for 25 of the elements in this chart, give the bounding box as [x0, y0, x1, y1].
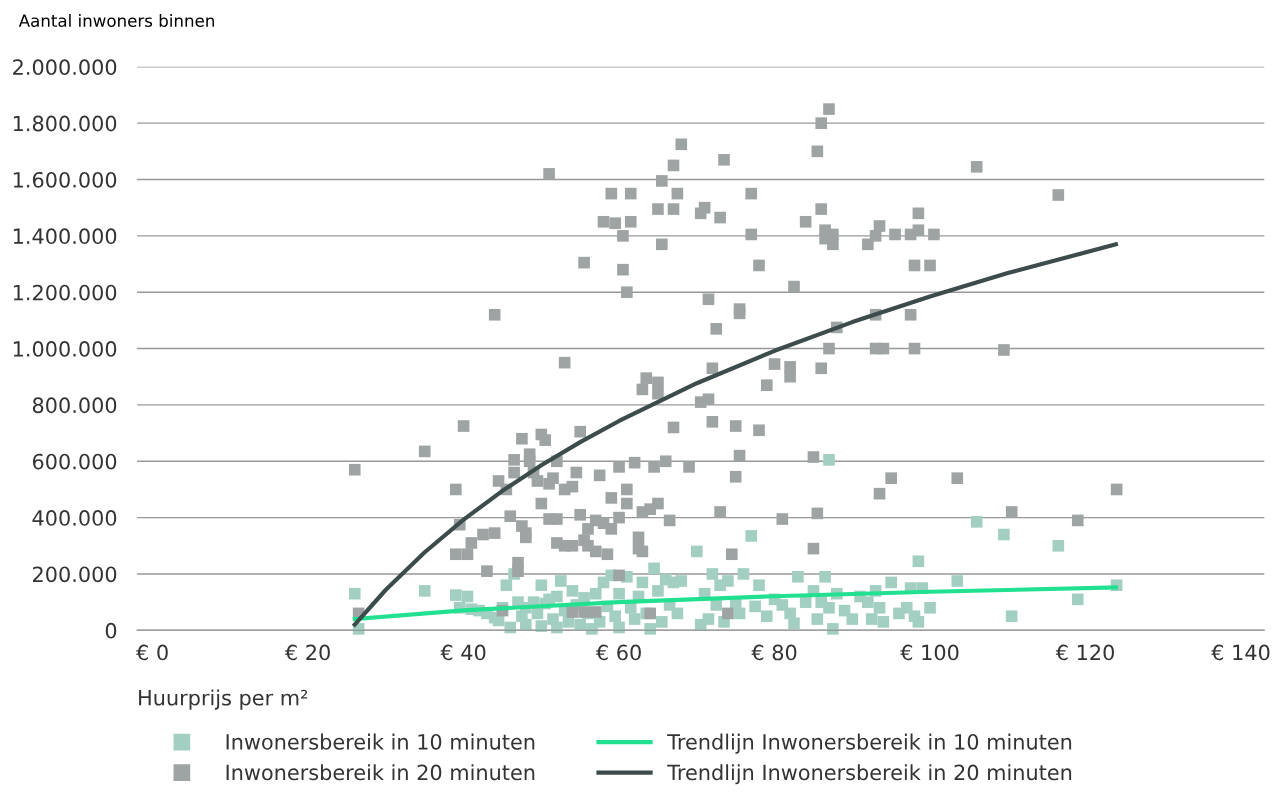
- x-tick-label: € 140: [1211, 644, 1270, 661]
- x-tick-label: € 100: [900, 644, 959, 661]
- y-tick-label: 0: [105, 622, 117, 639]
- legend-label: Inwonersbereik in 10 minuten: [226, 733, 535, 750]
- legend-label: Inwonersbereik in 20 minuten: [226, 764, 535, 781]
- y-tick-label: 400.000: [32, 510, 117, 526]
- y-tick-label: 200.000: [33, 566, 117, 583]
- x-tick-label: € 80: [751, 644, 797, 661]
- y-tick-label: 800.000: [32, 397, 117, 414]
- y-tick-label: 1.800.000: [13, 115, 117, 132]
- x-tick-label: € 40: [440, 644, 486, 661]
- x-tick-label: € 60: [595, 644, 641, 661]
- x-tick-label: € 120: [1055, 644, 1114, 661]
- legend-label: Trendlijn Inwonersbereik in 20 minuten: [667, 764, 1072, 785]
- y-tick-label: 600.000: [32, 453, 117, 470]
- legend-label: Trendlijn Inwonersbereik in 10 minuten: [667, 733, 1072, 754]
- y-tick-label: 1.200.000: [13, 284, 117, 301]
- x-tick-label: € 0: [136, 644, 168, 661]
- y-tick-label: 1.000.000: [13, 341, 117, 357]
- y-axis-title: Aantal inwoners binnen: [18, 14, 214, 27]
- x-tick-label: € 20: [284, 644, 330, 661]
- x-axis-title: Huurprijs per m²: [139, 689, 308, 710]
- y-tick-label: 1.400.000: [13, 228, 117, 245]
- y-tick-label: 2.000.000: [13, 59, 117, 76]
- y-tick-label: 1.600.000: [13, 171, 117, 188]
